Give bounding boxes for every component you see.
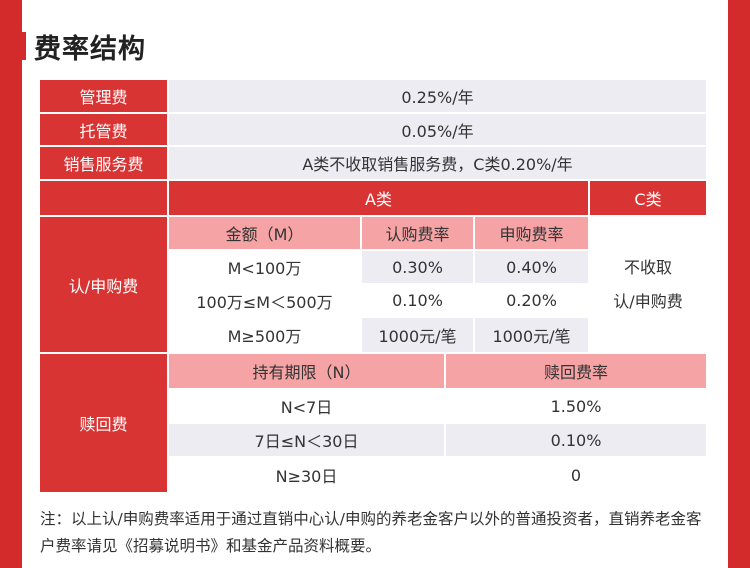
header-blank-cell — [40, 181, 167, 215]
sub-amount-cell: M<100万 — [169, 251, 360, 283]
red-period-cell: 7日≤N＜30日 — [169, 424, 444, 456]
red-rate-cell: 1.50% — [446, 390, 706, 422]
section-header: 费率结构 — [22, 28, 146, 65]
red-rate-cell: 0 — [446, 458, 706, 492]
col-header-holding-period: 持有期限（N） — [169, 354, 444, 388]
sub-subscribe-rate-cell: 0.30% — [362, 251, 473, 283]
sub-purchase-rate-cell: 1000元/笔 — [475, 318, 588, 352]
fee-table: 管理费 0.25%/年 托管费 0.05%/年 销售服务费 A类不收取销售服务费… — [40, 80, 706, 492]
col-header-redemption-rate: 赎回费率 — [446, 354, 706, 388]
sub-amount-cell: M≥500万 — [169, 318, 360, 352]
sub-subscribe-rate-cell: 1000元/笔 — [362, 318, 473, 352]
col-header-subscribe-rate: 认购费率 — [362, 217, 473, 249]
red-period-cell: N<7日 — [169, 390, 444, 422]
title-accent-bar — [22, 32, 26, 60]
class-c-fee-cell: 不收取 认/申购费 — [590, 217, 706, 352]
sub-purchase-rate-cell: 0.40% — [475, 251, 588, 283]
sub-amount-cell: 100万≤M＜500万 — [169, 285, 360, 316]
row-value-management-fee: 0.25%/年 — [169, 80, 706, 112]
row-value-custody-fee: 0.05%/年 — [169, 114, 706, 145]
class-c-header: C类 — [590, 181, 706, 215]
footnote: 注：以上认/申购费率适用于通过直销中心认/申购的养老金客户以外的普通投资者，直销… — [40, 510, 702, 555]
page-title: 费率结构 — [34, 33, 146, 65]
class-a-header: A类 — [169, 181, 588, 215]
redemption-fee-label: 赎回费 — [40, 354, 167, 492]
row-value-service-fee: A类不收取销售服务费，C类0.20%/年 — [169, 147, 706, 179]
class-c-text-line2: 认/申购费 — [613, 291, 683, 311]
sub-subscribe-rate-cell: 0.10% — [362, 285, 473, 316]
sub-purchase-rate-cell: 0.20% — [475, 285, 588, 316]
subscription-fee-label: 认/申购费 — [40, 217, 167, 352]
class-c-text-line1: 不收取 — [623, 257, 672, 277]
col-header-purchase-rate: 申购费率 — [475, 217, 588, 249]
col-header-amount: 金额（M） — [169, 217, 360, 249]
row-label-management-fee: 管理费 — [40, 80, 167, 112]
row-label-custody-fee: 托管费 — [40, 114, 167, 145]
red-rate-cell: 0.10% — [446, 424, 706, 456]
row-label-service-fee: 销售服务费 — [40, 147, 167, 179]
red-period-cell: N≥30日 — [169, 458, 444, 492]
